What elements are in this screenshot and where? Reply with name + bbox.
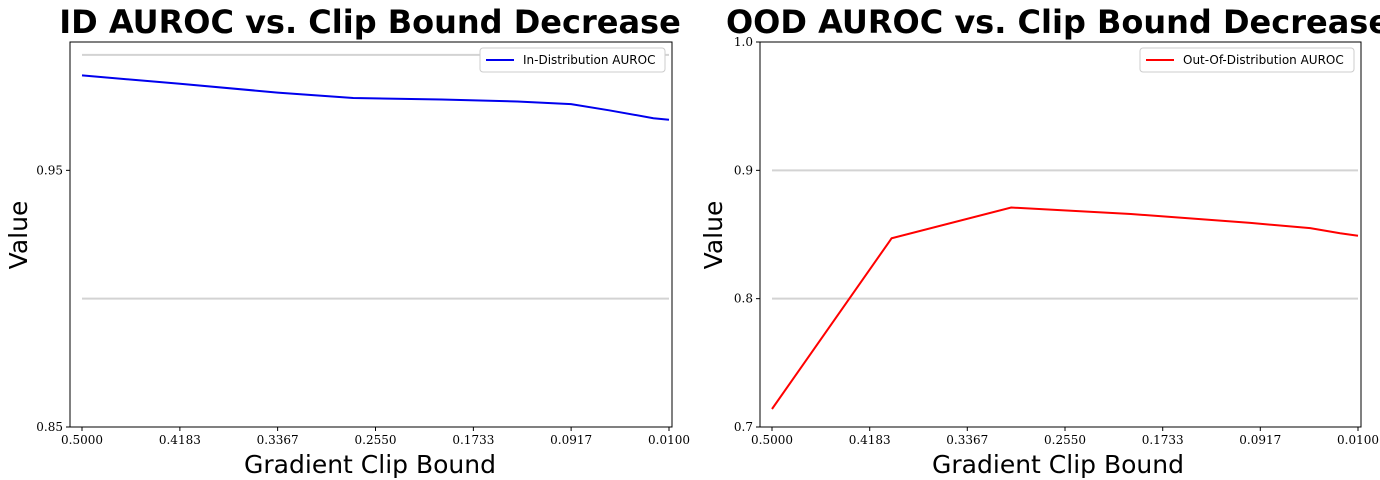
y-tick-label: 0.7 (734, 420, 753, 434)
y-tick-label: 0.8 (734, 292, 753, 306)
chart-title: OOD AUROC vs. Clip Bound Decrease (726, 3, 1380, 41)
x-tick-label: 0.5000 (751, 433, 793, 447)
y-tick-label: 0.85 (36, 420, 63, 434)
legend: Out-Of-Distribution AUROC (1139, 47, 1355, 73)
legend-box (1139, 47, 1355, 73)
x-tick-label: 0.4183 (159, 433, 201, 447)
x-tick-label: 0.3367 (257, 433, 299, 447)
chart-ood-auroc: OOD AUROC vs. Clip Bound Decrease 0.5000… (699, 3, 1380, 479)
plot-frame (759, 41, 1362, 428)
x-tick-label: 0.2550 (355, 433, 397, 447)
x-tick-label: 0.0100 (648, 433, 690, 447)
y-axis-label: Value (699, 201, 728, 270)
x-axis-label: Gradient Clip Bound (244, 450, 496, 479)
x-tick-label: 0.2550 (1044, 433, 1086, 447)
x-tick-label: 0.4183 (849, 433, 891, 447)
x-tick-label: 0.0917 (550, 433, 592, 447)
chart-title: ID AUROC vs. Clip Bound Decrease (59, 3, 681, 41)
x-axis-label: Gradient Clip Bound (932, 450, 1184, 479)
y-tick-label: 0.9 (734, 163, 753, 177)
x-tick-label: 0.0917 (1239, 433, 1281, 447)
legend: In-Distribution AUROC (479, 47, 666, 73)
y-tick-label: 0.95 (36, 163, 63, 177)
plot-frame (69, 41, 673, 428)
x-tick-label: 0.3367 (946, 433, 988, 447)
x-tick-label: 0.1733 (1142, 433, 1184, 447)
legend-label: In-Distribution AUROC (523, 53, 655, 67)
y-axis-label: Value (4, 201, 33, 270)
series-line (81, 74, 670, 121)
series-line (771, 206, 1359, 410)
legend-label: Out-Of-Distribution AUROC (1183, 53, 1344, 67)
legend-box (479, 47, 666, 73)
chart-id-auroc: ID AUROC vs. Clip Bound Decrease 0.5000 0… (4, 3, 690, 479)
y-tick-label: 1.0 (734, 35, 753, 49)
x-tick-label: 0.5000 (61, 433, 103, 447)
x-tick-label: 0.0100 (1337, 433, 1379, 447)
x-tick-label: 0.1733 (452, 433, 494, 447)
